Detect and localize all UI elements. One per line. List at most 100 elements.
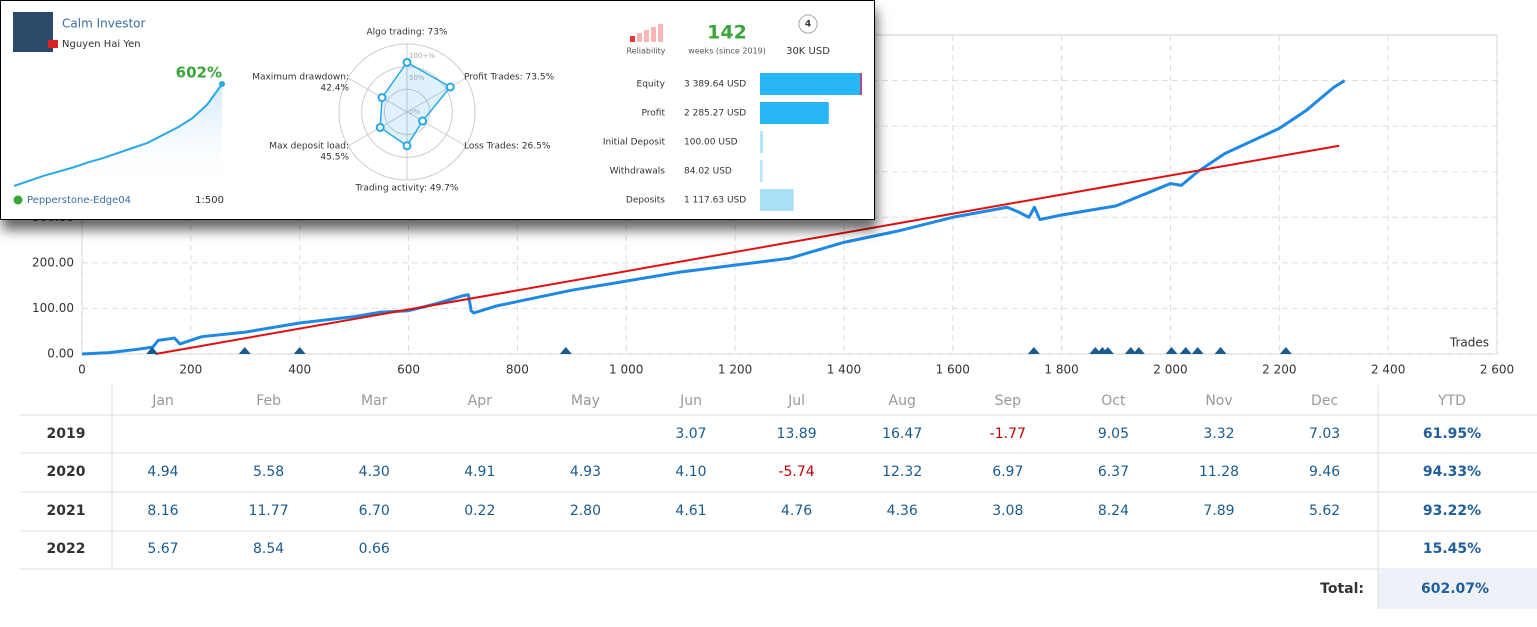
event-marker <box>1214 347 1227 354</box>
month-header: Oct <box>1101 393 1126 409</box>
month-return: 13.89 <box>777 426 817 442</box>
balance-name: Withdrawals <box>610 167 666 177</box>
radar-label: 42.4% <box>320 84 349 94</box>
month-header: Aug <box>889 393 916 409</box>
year: 2022 <box>47 541 86 557</box>
month-return: 9.05 <box>1098 426 1129 442</box>
radar-ring-label: 50% <box>409 74 425 82</box>
y-tick-label: 100.00 <box>32 301 74 315</box>
balance-bar <box>760 73 862 95</box>
signal-name: Calm Investor <box>62 17 145 31</box>
radar-axis <box>406 77 467 113</box>
month-return: -1.77 <box>990 426 1026 442</box>
month-return: 6.97 <box>992 464 1023 480</box>
month-return: 7.03 <box>1309 426 1340 442</box>
radar-point <box>402 57 412 67</box>
x-tick-label: 600 <box>397 363 420 377</box>
month-return: 4.76 <box>781 503 812 519</box>
month-return: 2.80 <box>570 503 601 519</box>
reliability-label: Reliability <box>626 47 665 56</box>
radar-point <box>402 141 412 151</box>
balance-bar <box>760 102 829 124</box>
event-marker <box>1132 347 1145 354</box>
balance-name: Deposits <box>626 196 665 206</box>
event-marker <box>293 347 306 354</box>
month-return: 4.94 <box>147 464 178 480</box>
total-label: Total: <box>1320 581 1364 597</box>
month-return: 5.62 <box>1309 503 1340 519</box>
ytd-return: 93.22% <box>1423 503 1481 519</box>
leverage: 1:500 <box>195 195 224 206</box>
month-return: 12.32 <box>882 464 922 480</box>
month-return: 9.46 <box>1309 464 1340 480</box>
sparkline-area <box>14 84 222 188</box>
broker: Pepperstone-Edge04 <box>27 195 131 206</box>
month-header: Jan <box>151 393 174 409</box>
event-marker <box>1101 347 1114 354</box>
month-return: 8.16 <box>147 503 178 519</box>
balance-value: 100.00 USD <box>684 138 738 148</box>
min-deposit: 30K USD <box>786 46 830 57</box>
event-marker <box>1165 347 1178 354</box>
radar-label: Max deposit load: <box>269 142 349 152</box>
month-return: 3.07 <box>675 426 706 442</box>
month-header: Sep <box>995 393 1022 409</box>
month-return: 16.47 <box>882 426 922 442</box>
radar-label: Loss Trades: 26.5% <box>464 142 551 152</box>
year: 2019 <box>47 426 86 442</box>
x-tick-label: 200 <box>179 363 202 377</box>
y-tick-label: 200.00 <box>32 255 74 269</box>
event-marker <box>1124 347 1137 354</box>
month-return: 4.36 <box>887 503 918 519</box>
balance-value: 1 117.63 USD <box>684 196 746 206</box>
month-header: Apr <box>468 393 492 409</box>
radar-label: Trading activity: 49.7% <box>355 184 459 194</box>
month-return: 6.37 <box>1098 464 1129 480</box>
x-tick-label: 2 400 <box>1371 363 1405 377</box>
month-return: 8.24 <box>1098 503 1129 519</box>
event-marker <box>146 347 159 354</box>
x-tick-label: 400 <box>288 363 311 377</box>
month-return: 8.54 <box>253 541 284 557</box>
series-line <box>81 79 1346 356</box>
month-return: -5.74 <box>778 464 814 480</box>
month-return: 4.91 <box>464 464 495 480</box>
month-header: Dec <box>1311 393 1338 409</box>
radar-ring-label: 100+% <box>409 52 435 60</box>
ytd-return: 94.33% <box>1423 464 1481 480</box>
month-header: Jun <box>679 393 702 409</box>
month-return: 4.61 <box>675 503 706 519</box>
weeks-label: weeks (since 2019) <box>688 47 766 56</box>
month-return: 4.10 <box>675 464 706 480</box>
returns-table: Jan Feb Mar Apr May Jun Jul Aug Sep Oct Nov Dec YTD 2… <box>20 385 1537 609</box>
month-return: 0.22 <box>464 503 495 519</box>
month-return: 0.66 <box>359 541 390 557</box>
month-header: YTD <box>1437 393 1466 409</box>
owner: Nguyen Hai Yen <box>62 39 141 50</box>
x-tick-label: 2 000 <box>1153 363 1187 377</box>
flag <box>48 40 58 48</box>
total-cell <box>1378 569 1537 609</box>
month-return: 6.70 <box>359 503 390 519</box>
radar-point <box>445 82 455 92</box>
balance-name: Equity <box>637 80 666 90</box>
balance-value: 3 389.64 USD <box>684 80 746 90</box>
month-header: Jul <box>787 393 805 409</box>
subscribers: 4 <box>805 20 811 30</box>
balance-bar <box>760 189 794 211</box>
sparkline-end <box>219 81 225 87</box>
reliability-bar <box>644 30 649 42</box>
sparkline <box>13 83 223 187</box>
x-tick-label: 1 800 <box>1044 363 1078 377</box>
month-return: 11.77 <box>249 503 289 519</box>
month-return: 5.67 <box>147 541 178 557</box>
event-marker <box>1179 347 1192 354</box>
radar-point <box>418 116 428 126</box>
x-tick-label: 2 200 <box>1262 363 1296 377</box>
reliability-bar <box>651 27 656 42</box>
total-value: 602.07% <box>1421 581 1489 597</box>
event-marker <box>1027 347 1040 354</box>
year: 2021 <box>47 503 86 519</box>
verified-icon <box>13 195 23 205</box>
